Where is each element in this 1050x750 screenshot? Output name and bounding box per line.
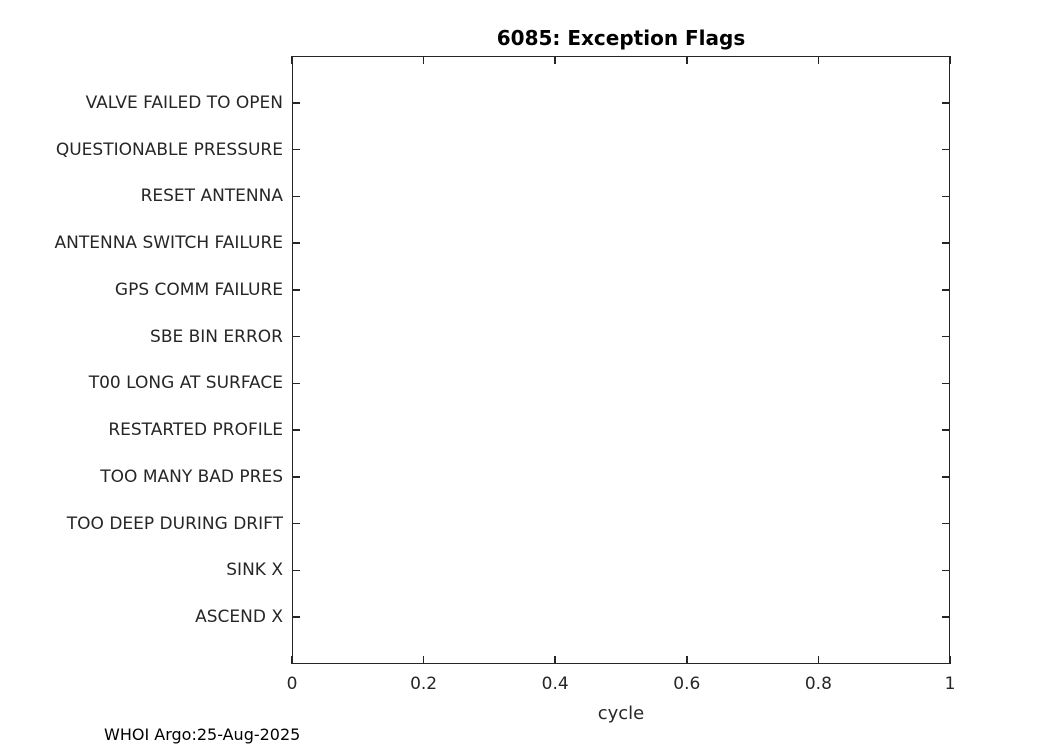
y-tick-mark-left [292,102,300,104]
y-tick-label: RESTARTED PROFILE [108,420,283,441]
y-tick-label: GPS COMM FAILURE [114,279,283,300]
x-tick-mark-top [422,56,425,64]
y-tick-mark-left [292,616,300,618]
y-tick-mark-left [292,522,300,525]
y-tick-mark-left [292,148,300,151]
y-tick-label: T00 LONG AT SURFACE [88,373,283,394]
x-tick-mark-bottom [422,656,425,664]
y-tick-mark-right [942,382,950,385]
x-tick-mark-bottom [817,656,820,664]
y-tick-label: TOO MANY BAD PRES [100,466,283,487]
y-tick-label: VALVE FAILED TO OPEN [85,92,283,113]
x-tick-mark-bottom [291,656,293,664]
y-tick-label: SBE BIN ERROR [150,326,283,347]
x-tick-mark-top [817,56,820,64]
y-tick-mark-right [942,242,950,244]
y-tick-mark-right [942,476,950,478]
y-tick-mark-right [942,522,950,525]
y-tick-mark-right [942,335,950,338]
y-tick-mark-right [942,616,950,618]
y-tick-mark-right [942,102,950,104]
y-tick-mark-left [292,289,300,291]
chart-title: 6085: Exception Flags [496,26,746,50]
x-tick-mark-bottom [554,656,556,664]
x-tick-label: 1 [944,674,956,694]
x-tick-label: 0.6 [673,674,701,694]
y-tick-mark-right [942,289,950,291]
x-tick-label: 0.2 [410,674,438,694]
y-tick-label: RESET ANTENNA [140,186,283,207]
y-tick-mark-right [942,429,950,431]
plot-area [292,56,950,664]
x-axis-label: cycle [597,703,645,724]
y-tick-label: ANTENNA SWITCH FAILURE [54,233,283,254]
y-tick-label: TOO DEEP DURING DRIFT [66,513,283,534]
y-tick-mark-right [942,569,950,572]
x-tick-mark-bottom [949,656,951,664]
y-tick-mark-right [942,195,950,198]
y-tick-label: QUESTIONABLE PRESSURE [55,139,283,160]
x-tick-mark-top [554,56,556,64]
x-tick-label: 0 [286,674,298,694]
y-tick-mark-left [292,195,300,198]
y-tick-mark-left [292,476,300,478]
y-tick-mark-left [292,429,300,431]
x-tick-mark-bottom [686,656,688,664]
y-tick-mark-left [292,335,300,338]
x-tick-label: 0.8 [804,674,832,694]
x-tick-label: 0.4 [541,674,569,694]
y-tick-mark-left [292,242,300,244]
x-tick-mark-top [686,56,688,64]
y-tick-mark-left [292,569,300,572]
y-tick-label: SINK X [226,560,283,581]
footer-credit: WHOI Argo:25-Aug-2025 [104,725,301,744]
y-tick-mark-right [942,148,950,151]
x-tick-mark-top [949,56,951,64]
y-tick-label: ASCEND X [195,607,283,628]
x-tick-mark-top [291,56,293,64]
y-tick-mark-left [292,382,300,385]
